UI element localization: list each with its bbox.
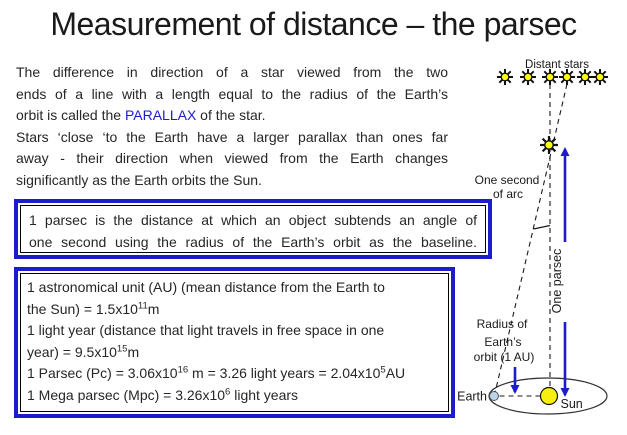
intro-paragraph-parallax: The difference in direction of a star vi… [16,62,448,127]
unit-facts-box: 1 astronomical unit (AU) (mean distance … [14,267,455,418]
text-line: The difference in direction of a star vi… [16,64,448,80]
intro-text-block: The difference in direction of a star vi… [16,62,448,192]
angle-tick [533,224,551,230]
star-icon [541,68,559,86]
text-line: 1 astronomical unit (AU) (mean distance … [27,279,385,295]
text-line: one second using the radius of the Earth… [29,234,477,250]
nearby-star-icon [538,134,560,156]
sun-icon [539,386,559,406]
earth-label: Earth [457,390,487,404]
earth-icon [489,391,499,401]
parsec-definition-box: 1 parsec is the distance at which an obj… [14,199,492,259]
sun-label: Sun [561,397,583,411]
text-line: the Sun) = 1.5x1011m [27,299,160,317]
radius-label-line2: Earth’s [484,335,521,349]
star-icon [496,68,514,86]
text-line: Stars ‘close ‘to the Earth have a larger… [16,128,448,145]
text-line: 1 Mega parsec (Mpc) = 3.26x106 light yea… [27,386,299,403]
intro-paragraph-close-stars: Stars ‘close ‘to the Earth have a larger… [16,127,448,192]
star-icon [591,68,609,86]
one-parsec-label: One parsec [550,249,564,314]
text-line: ends of a line with a length equal to th… [16,85,448,102]
radius-label-line3: orbit (1 AU) [474,350,535,364]
text-line: 1 Parsec (Pc) = 3.06x1016 m = 3.26 light… [27,364,406,382]
star-icon [558,68,576,86]
text-line: year) = 9.5x1015m [27,343,140,360]
text-line: 1 light year (distance that light travel… [27,322,385,339]
sight-line-earth-to-star [494,83,568,394]
distant-stars-label: Distant stars [525,59,589,71]
radius-label-line1: Radius of [477,317,528,331]
star-icon [576,68,594,86]
text-line: 1 parsec is the distance at which an obj… [29,212,477,228]
parsec-diagram: Distant stars One second of arc One pars… [457,59,609,415]
text-line: orbit is called the PARALLAX of the star… [16,107,266,124]
distant-stars-row [496,68,609,86]
one-second-label-line2: of arc [493,187,523,201]
text-line: significantly as the Earth orbits the Su… [16,171,262,188]
one-second-label-line1: One second [475,173,540,187]
slide-title: Measurement of distance – the parsec [50,6,577,42]
text-line: away - their direction when viewed from … [16,150,448,167]
star-icon [519,68,537,86]
